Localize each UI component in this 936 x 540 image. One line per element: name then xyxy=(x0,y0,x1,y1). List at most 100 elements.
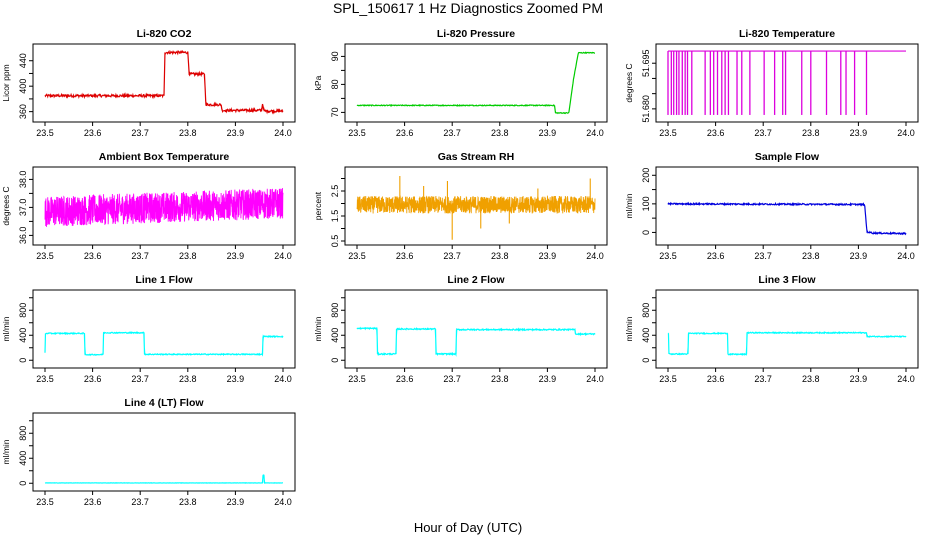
panel-2: Li-820 Pressure kPa 70 80 90 23.5 23.6 23.7 23.8… xyxy=(313,28,608,138)
plot-frame xyxy=(32,166,296,246)
x-tick-label: 23.8 xyxy=(491,251,509,261)
x-tick-label: 23.6 xyxy=(707,128,725,138)
plot-frame xyxy=(344,289,608,369)
y-tick-label: 100 xyxy=(641,196,651,211)
x-tick-label: 23.7 xyxy=(443,128,461,138)
y-tick-label: 0 xyxy=(641,358,651,363)
y-tick-label: 1.5 xyxy=(330,210,340,223)
y-axis-label: ml/min xyxy=(624,193,634,218)
y-tick-label: 90 xyxy=(330,51,340,61)
y-axis-label: ml/min xyxy=(1,439,11,464)
y-tick-label: 800 xyxy=(18,426,28,441)
x-tick-label: 24.0 xyxy=(586,128,604,138)
panel-title: Li-820 Temperature xyxy=(739,28,835,40)
panel-title: Line 1 Flow xyxy=(135,274,193,286)
panel-title: Sample Flow xyxy=(755,151,820,163)
x-tick-label: 23.9 xyxy=(227,497,245,507)
y-axis-label: ml/min xyxy=(624,316,634,341)
panel-3: Li-820 Temperature degrees C 51.680 51.695 2… xyxy=(624,28,919,138)
x-tick-label: 23.6 xyxy=(84,374,102,384)
x-tick-label: 23.8 xyxy=(179,128,197,138)
x-tick-label: 23.9 xyxy=(539,128,557,138)
y-axis-label: degrees C xyxy=(1,186,11,225)
plot-frame xyxy=(32,412,296,492)
x-tick-label: 23.7 xyxy=(754,128,772,138)
x-tick-label: 24.0 xyxy=(586,251,604,261)
x-tick-label: 23.8 xyxy=(802,128,820,138)
panel-5: Gas Stream RH percent 0.5 1.5 2.5 23.5 23.6 23.… xyxy=(313,151,608,261)
y-tick-label: 51.695 xyxy=(641,49,651,77)
x-tick-label: 23.6 xyxy=(707,251,725,261)
panel-title: Ambient Box Temperature xyxy=(99,151,230,163)
x-tick-label: 23.8 xyxy=(491,128,509,138)
plot-frame xyxy=(32,289,296,369)
panel-title: Line 4 (LT) Flow xyxy=(124,397,204,409)
y-tick-label: 800 xyxy=(330,303,340,318)
y-tick-label: 400 xyxy=(18,451,28,466)
x-tick-label: 23.9 xyxy=(227,128,245,138)
plot-frame xyxy=(32,43,296,123)
y-axis-label: ml/min xyxy=(1,316,11,341)
y-axis-label: ml/min xyxy=(313,316,323,341)
x-tick-label: 24.0 xyxy=(274,374,292,384)
panel-title: Line 2 Flow xyxy=(447,274,505,286)
x-tick-label: 23.9 xyxy=(539,374,557,384)
x-tick-label: 23.5 xyxy=(36,497,54,507)
y-tick-label: 80 xyxy=(330,79,340,89)
x-tick-label: 23.7 xyxy=(754,251,772,261)
data-series xyxy=(356,326,596,357)
panel-1: Li-820 CO2 Licor ppm 360 400 440 23.5 23.6 23.7… xyxy=(1,28,296,138)
x-tick-label: 23.6 xyxy=(707,374,725,384)
x-tick-label: 23.7 xyxy=(754,374,772,384)
panel-title: Gas Stream RH xyxy=(438,151,514,163)
panel-title: Li-820 Pressure xyxy=(437,28,515,40)
y-tick-label: 400 xyxy=(641,328,651,343)
x-tick-label: 23.5 xyxy=(36,251,54,261)
x-tick-label: 23.5 xyxy=(348,374,366,384)
y-tick-label: 0 xyxy=(641,230,651,235)
x-tick-label: 23.8 xyxy=(802,251,820,261)
data-series xyxy=(356,51,596,115)
y-tick-label: 360 xyxy=(18,104,28,119)
y-tick-label: 800 xyxy=(641,303,651,318)
x-tick-label: 23.9 xyxy=(227,251,245,261)
x-tick-label: 24.0 xyxy=(274,251,292,261)
x-tick-label: 24.0 xyxy=(897,251,915,261)
y-tick-label: 0.5 xyxy=(330,235,340,248)
x-tick-label: 23.5 xyxy=(36,128,54,138)
x-tick-label: 23.7 xyxy=(443,251,461,261)
x-tick-label: 23.7 xyxy=(131,497,149,507)
x-tick-label: 23.5 xyxy=(348,128,366,138)
x-tick-label: 23.7 xyxy=(131,251,149,261)
y-axis-label: Licor ppm xyxy=(1,64,11,101)
x-tick-label: 23.6 xyxy=(84,497,102,507)
x-tick-label: 23.5 xyxy=(659,374,677,384)
panel-6: Sample Flow ml/min 0 100 200 23.5 23.6 23.7 23.8… xyxy=(624,151,919,261)
y-tick-label: 400 xyxy=(330,328,340,343)
y-tick-label: 200 xyxy=(641,168,651,183)
panel-8: Line 2 Flow ml/min 0 400 800 23.5 23.6 23.7 23.8… xyxy=(313,274,608,384)
data-series xyxy=(44,331,284,357)
x-tick-label: 23.9 xyxy=(227,374,245,384)
x-tick-label: 24.0 xyxy=(586,374,604,384)
x-tick-label: 24.0 xyxy=(897,128,915,138)
x-tick-label: 23.5 xyxy=(659,128,677,138)
plot-frame xyxy=(655,43,919,123)
panel-title: Li-820 CO2 xyxy=(137,28,192,40)
y-tick-label: 0 xyxy=(18,358,28,363)
x-tick-label: 23.6 xyxy=(84,128,102,138)
y-axis-label: percent xyxy=(313,191,323,220)
y-tick-label: 0 xyxy=(330,358,340,363)
x-tick-label: 23.7 xyxy=(131,374,149,384)
y-tick-label: 36.0 xyxy=(18,227,28,245)
x-tick-label: 23.9 xyxy=(539,251,557,261)
data-series xyxy=(44,188,284,227)
x-tick-label: 23.6 xyxy=(396,128,414,138)
x-tick-label: 23.8 xyxy=(179,497,197,507)
y-tick-label: 70 xyxy=(330,107,340,117)
x-tick-label: 23.9 xyxy=(850,251,868,261)
panel-title: Line 3 Flow xyxy=(758,274,816,286)
x-tick-label: 23.6 xyxy=(396,374,414,384)
x-tick-label: 23.5 xyxy=(36,374,54,384)
x-tick-label: 23.5 xyxy=(659,251,677,261)
